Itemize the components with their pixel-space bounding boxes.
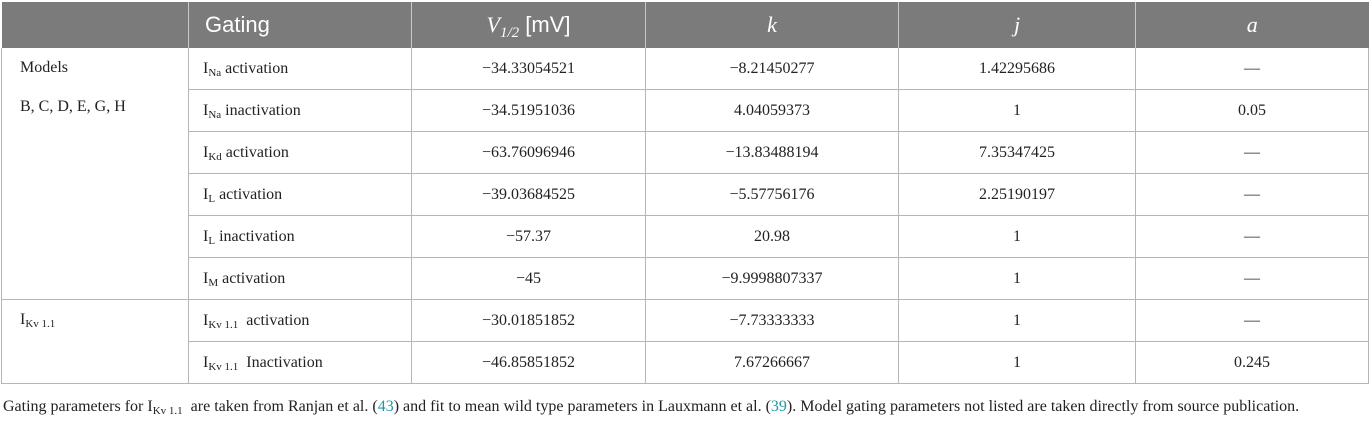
table-header-row: Gating V1/2 [mV] k j a	[1, 2, 1369, 48]
j-value: 1	[898, 341, 1136, 384]
gating-parameter-table: Gating V1/2 [mV] k j a Models B, C, D, E…	[1, 2, 1369, 384]
a-value: —	[1135, 173, 1369, 216]
group-models-line2: B, C, D, E, G, H	[20, 98, 126, 115]
a-value: 0.05	[1135, 89, 1369, 132]
table-row: INa inactivation −34.51951036 4.04059373…	[2, 89, 1369, 132]
gating-name: IKv 1.1 activation	[188, 299, 412, 342]
gating-name: IKd activation	[188, 131, 412, 174]
a-value: —	[1135, 257, 1369, 300]
a-value: —	[1135, 131, 1369, 174]
gating-name: IL inactivation	[188, 215, 412, 258]
table-row: IM activation −45 −9.9998807337 1 —	[2, 257, 1369, 300]
header-v-half: V1/2 [mV]	[411, 2, 646, 48]
table-row: IKv 1.1 Inactivation −46.85851852 7.6726…	[2, 341, 1369, 384]
gating-name: INa activation	[188, 48, 412, 90]
v-half-value: −30.01851852	[411, 299, 646, 342]
v-half-value: −34.33054521	[411, 48, 646, 90]
j-value: 1	[898, 299, 1136, 342]
v-half-value: −46.85851852	[411, 341, 646, 384]
header-k: k	[645, 2, 899, 48]
gating-name: IL activation	[188, 173, 412, 216]
group-cell-kv11: IKv 1.1	[1, 299, 189, 384]
table-caption: Gating parameters for IKv 1.1 are taken …	[3, 398, 1300, 417]
parameter-table-container: Gating V1/2 [mV] k j a Models B, C, D, E…	[1, 2, 1369, 384]
table-row: Models B, C, D, E, G, H INa activation −…	[1, 48, 1369, 300]
j-value: 1	[898, 257, 1136, 300]
v-half-value: −57.37	[411, 215, 646, 258]
k-value: −9.9998807337	[645, 257, 899, 300]
v-half-value: −45	[411, 257, 646, 300]
gating-name: IM activation	[188, 257, 412, 300]
j-value: 1	[898, 215, 1136, 258]
a-value: —	[1135, 299, 1369, 342]
citation-link-43[interactable]: 43	[377, 398, 394, 415]
k-value: 4.04059373	[645, 89, 899, 132]
table-row: IL activation −39.03684525 −5.57756176 2…	[2, 173, 1369, 216]
a-value: —	[1135, 215, 1369, 258]
citation-link-39[interactable]: 39	[770, 398, 787, 415]
table-row: IKv 1.1 IKv 1.1 activation −30.01851852 …	[1, 299, 1369, 384]
v-half-subscript: 1/2	[499, 25, 520, 41]
v-half-value: −63.76096946	[411, 131, 646, 174]
a-value: —	[1135, 48, 1369, 90]
group-models-line1: Models	[20, 59, 68, 76]
header-empty-cell	[2, 2, 189, 48]
v-half-symbol: V	[486, 12, 500, 37]
table-row: IL inactivation −57.37 20.98 1 —	[2, 215, 1369, 258]
gating-name: IKv 1.1 Inactivation	[188, 341, 412, 384]
table-row: IKd activation −63.76096946 −13.83488194…	[2, 131, 1369, 174]
v-half-unit: [mV]	[519, 12, 571, 37]
k-value: 7.67266667	[645, 341, 899, 384]
j-value: 7.35347425	[898, 131, 1136, 174]
a-value: 0.245	[1135, 341, 1369, 384]
header-j: j	[898, 2, 1136, 48]
gating-name: INa inactivation	[188, 89, 412, 132]
j-value: 2.25190197	[898, 173, 1136, 216]
k-value: −7.73333333	[645, 299, 899, 342]
v-half-value: −34.51951036	[411, 89, 646, 132]
header-a: a	[1135, 2, 1369, 48]
k-value: −5.57756176	[645, 173, 899, 216]
j-value: 1	[898, 89, 1136, 132]
v-half-value: −39.03684525	[411, 173, 646, 216]
header-gating: Gating	[188, 2, 412, 48]
k-value: −13.83488194	[645, 131, 899, 174]
k-value: −8.21450277	[645, 48, 899, 90]
k-value: 20.98	[645, 215, 899, 258]
j-value: 1.42295686	[898, 48, 1136, 90]
group-cell-models: Models B, C, D, E, G, H	[1, 48, 189, 300]
